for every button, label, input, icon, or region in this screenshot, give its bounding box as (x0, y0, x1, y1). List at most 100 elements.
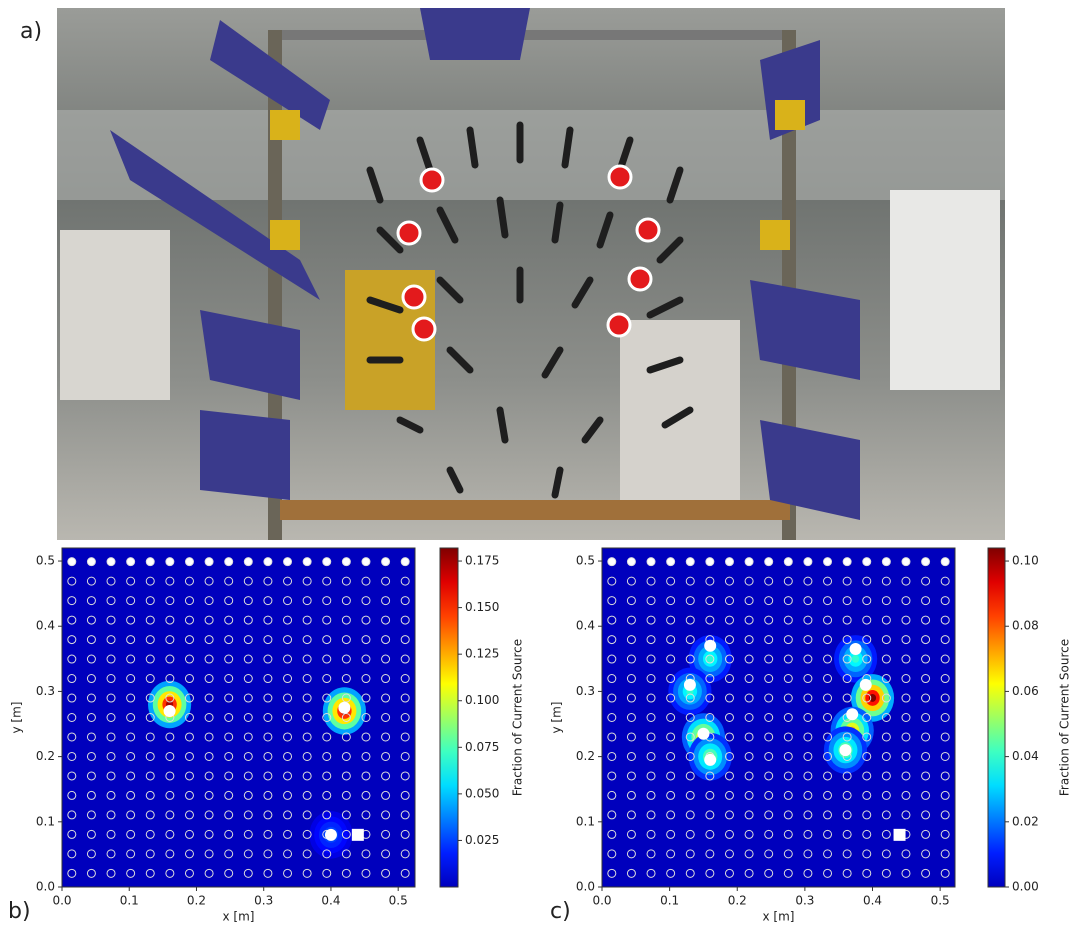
photo (57, 8, 1005, 540)
electrode-ring (205, 558, 213, 566)
electrode-ring (225, 558, 233, 566)
electrode-ring (941, 558, 949, 566)
colorbar (440, 548, 458, 887)
y-tick-label: 0.0 (36, 880, 55, 894)
electrode-ring (922, 558, 930, 566)
electrode-ring (401, 558, 409, 566)
x-tick-label: 0.5 (931, 894, 950, 908)
y-tick-label: 0.4 (36, 619, 55, 633)
colorbar-tick-label: 0.050 (465, 786, 499, 800)
x-axis-label: x [m] (223, 910, 255, 924)
panel-label: b) (8, 899, 31, 924)
electrode-ring (706, 558, 714, 566)
electrode-ring (784, 558, 792, 566)
electrode-ring (166, 558, 174, 566)
x-tick-label: 0.4 (321, 894, 340, 908)
colorbar-tick-label: 0.100 (465, 693, 499, 707)
x-tick-label: 0.1 (660, 894, 679, 908)
colorbar-tick-label: 0.175 (465, 554, 499, 568)
panel-label: a) (20, 19, 42, 44)
electrode-ring (647, 558, 655, 566)
colorbar-tick-label: 0.10 (1012, 554, 1039, 568)
active-electrode (325, 829, 337, 841)
y-tick-label: 0.1 (576, 814, 595, 828)
source-marker (352, 829, 364, 841)
hotspot-ring (852, 655, 859, 663)
active-electrode (338, 702, 350, 714)
electrode-ring (146, 558, 154, 566)
active-electrode (164, 705, 176, 717)
colorbar-tick-label: 0.00 (1012, 880, 1039, 894)
x-tick-label: 0.2 (728, 894, 747, 908)
figure: a) b) c) 0.0 0.1 0.2 0.3 0.4 0.5 0.0 0.1 0.2 0.3 0… (0, 0, 1073, 931)
electrode-ring (882, 558, 890, 566)
electrode-ring (284, 558, 292, 566)
electrode-ring (87, 558, 95, 566)
electrode-ring (824, 558, 832, 566)
electrode-ring (362, 558, 370, 566)
y-tick-label: 0.5 (576, 554, 595, 568)
colorbar-tick-label: 0.08 (1012, 619, 1039, 633)
source-marker (894, 829, 906, 841)
colorbar-tick-label: 0.02 (1012, 814, 1039, 828)
panel-label: c) (550, 899, 571, 924)
electrode-ring (244, 558, 252, 566)
electrode-ring (323, 558, 331, 566)
electrode-ring (68, 558, 76, 566)
x-tick-label: 0.1 (120, 894, 139, 908)
electrode-ring (303, 558, 311, 566)
y-axis-label: y [m] (550, 702, 564, 734)
electrode-ring (608, 558, 616, 566)
y-axis-label: y [m] (10, 702, 24, 734)
y-tick-label: 0.5 (36, 554, 55, 568)
electrode-ring (667, 558, 675, 566)
x-tick-label: 0.2 (187, 894, 206, 908)
colorbar-tick-label: 0.04 (1012, 749, 1039, 763)
electrode-ring (745, 558, 753, 566)
colorbar-label: Fraction of Current Source (511, 639, 525, 796)
electrode-ring (342, 558, 350, 566)
colorbar-tick-label: 0.025 (465, 833, 499, 847)
x-tick-label: 0.0 (592, 894, 611, 908)
x-tick-label: 0.4 (863, 894, 882, 908)
x-tick-label: 0.3 (795, 894, 814, 908)
y-tick-label: 0.0 (576, 880, 595, 894)
active-electrode (860, 679, 872, 691)
electrode-ring (185, 558, 193, 566)
electrode-ring (382, 558, 390, 566)
y-tick-label: 0.4 (576, 619, 595, 633)
y-tick-label: 0.2 (576, 749, 595, 763)
electrode-ring (843, 558, 851, 566)
electrode-ring (725, 558, 733, 566)
active-electrode (684, 679, 696, 691)
active-electrode (839, 744, 851, 756)
electrode-ring (127, 558, 135, 566)
active-electrode (704, 754, 716, 766)
y-tick-label: 0.3 (36, 684, 55, 698)
x-tick-label: 0.5 (389, 894, 408, 908)
y-tick-label: 0.2 (36, 749, 55, 763)
colorbar-tick-label: 0.075 (465, 740, 499, 754)
x-tick-label: 0.3 (254, 894, 273, 908)
electrode-ring (264, 558, 272, 566)
active-electrode (704, 640, 716, 652)
colorbar-tick-label: 0.150 (465, 600, 499, 614)
y-tick-label: 0.3 (576, 684, 595, 698)
electrode-ring (902, 558, 910, 566)
active-electrode (846, 708, 858, 720)
x-tick-label: 0.0 (52, 894, 71, 908)
electrode-ring (804, 558, 812, 566)
electrode-ring (627, 558, 635, 566)
electrode-ring (686, 558, 694, 566)
y-tick-label: 0.1 (36, 814, 55, 828)
colorbar-tick-label: 0.06 (1012, 684, 1039, 698)
colorbar-label: Fraction of Current Source (1058, 639, 1072, 796)
electrode-ring (863, 558, 871, 566)
colorbar (988, 548, 1005, 887)
active-electrode (850, 643, 862, 655)
active-electrode (697, 728, 709, 740)
electrode-ring (765, 558, 773, 566)
x-axis-label: x [m] (763, 910, 795, 924)
electrode-ring (107, 558, 115, 566)
colorbar-tick-label: 0.125 (465, 647, 499, 661)
